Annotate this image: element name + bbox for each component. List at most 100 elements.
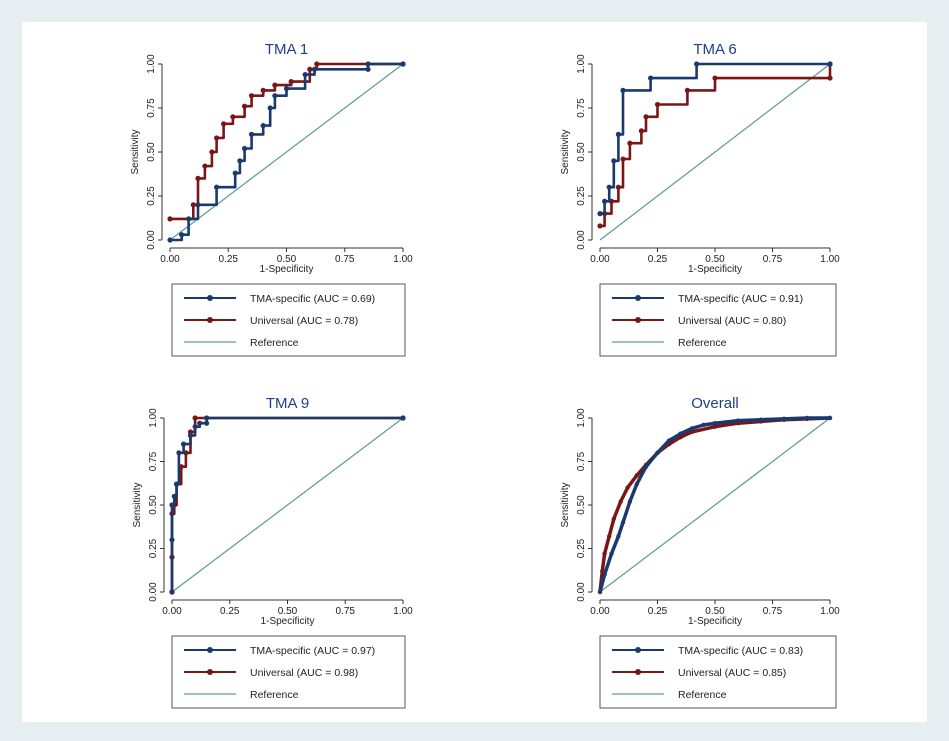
data-point-universal [272,82,278,88]
data-point-tma-specific [648,75,654,81]
y-tick-label: 0.75 [576,451,587,471]
data-point-tma-specific [701,422,706,428]
x-tick-label: 0.50 [705,254,725,265]
legend-label-tma-specific: TMA-specific (AUC = 0.97) [250,645,375,657]
data-point-universal [634,473,639,478]
y-tick-label: 0.50 [146,142,157,162]
x-axis-label: 1-Specificity [260,264,314,275]
roc-figure-svg: TMA 1 0.00 0.25 0.50 0.75 1.00 0.00 0.25 0.50 0.7… [130,41,840,709]
data-point-universal [209,149,215,155]
x-tick-label: 1.00 [393,606,413,617]
x-tick-label: 0.75 [763,254,783,265]
x-tick-label: 0.50 [705,606,725,617]
data-point-universal [260,87,266,93]
data-point-tma-specific [602,198,608,204]
data-point-tma-specific [197,420,203,426]
data-point-tma-specific [169,589,175,595]
data-point-tma-specific [232,170,238,176]
y-axis-label: Sensitivity [132,482,143,527]
series-line-universal [170,62,403,221]
data-point-universal [712,424,718,429]
data-point-tma-specific [611,158,617,164]
data-point-universal [597,223,603,229]
legend-marker-universal [207,669,213,675]
data-point-universal [288,79,294,85]
data-point-tma-specific [620,87,626,93]
x-tick-label: 1.00 [820,606,840,617]
data-point-universal [625,485,630,490]
chart-title: TMA 6 [693,41,736,58]
series-line-reference [169,63,404,241]
chart-title: Overall [691,395,739,412]
data-point-tma-specific [195,202,201,208]
data-point-universal [712,75,718,81]
data-point-tma-specific [400,415,406,421]
x-tick-label: 1.00 [820,254,840,265]
data-point-universal [600,568,605,574]
data-point-tma-specific [187,432,194,438]
legend-label-universal: Universal (AUC = 0.78) [250,315,358,327]
data-point-tma-specific [597,211,603,217]
data-point-tma-specific [712,421,718,426]
data-point-tma-specific [283,86,290,92]
y-tick-label: 1.00 [148,408,159,428]
y-tick-label: 0.00 [148,582,159,602]
legend-label-reference: Reference [250,337,299,349]
data-point-tma-specific [655,450,660,455]
data-point-tma-specific [627,499,633,504]
y-axis-label: Sensitivity [130,129,141,174]
data-point-tma-specific [694,61,700,67]
legend-label-universal: Universal (AUC = 0.85) [678,667,786,679]
data-point-universal [195,175,201,181]
data-point-tma-specific [302,71,308,78]
x-tick-label: 0.00 [162,606,182,617]
x-tick-label: 0.25 [220,606,240,617]
legend-marker-universal [207,317,213,323]
data-point-tma-specific [179,232,185,238]
y-tick-label: 0.75 [148,451,159,471]
data-point-universal [618,499,623,504]
y-axis-label: Sensitivity [560,129,571,174]
x-tick-label: 0.25 [648,606,668,617]
data-point-tma-specific [606,184,612,190]
data-point-tma-specific [804,415,810,421]
data-point-tma-specific [186,216,192,222]
x-tick-label: 0.25 [648,254,668,265]
data-point-tma-specific [609,551,614,556]
data-point-tma-specific [169,502,175,508]
data-point-tma-specific [176,450,182,456]
y-tick-label: 0.25 [576,538,587,558]
data-point-tma-specific [758,417,764,422]
data-point-tma-specific [827,415,833,421]
data-point-tma-specific [678,431,683,436]
data-point-tma-specific [365,61,371,67]
data-point-tma-specific [400,61,406,67]
data-point-universal [643,114,649,120]
legend-marker-tma-specific [635,295,641,301]
data-point-tma-specific [615,131,622,137]
data-point-universal [684,87,691,93]
data-point-universal [314,61,320,67]
series-line-reference [599,417,831,593]
data-point-universal [214,135,220,141]
y-tick-label: 1.00 [576,54,587,74]
data-point-tma-specific [248,131,255,137]
data-point-tma-specific [827,61,833,67]
x-tick-label: 0.50 [278,606,298,617]
data-point-tma-specific [214,184,220,190]
data-point-tma-specific [241,145,248,152]
series-line-reference [171,417,404,593]
data-point-tma-specific [272,93,278,99]
data-point-tma-specific [666,438,672,443]
x-tick-label: 0.75 [336,606,356,617]
legend-label-tma-specific: TMA-specific (AUC = 0.69) [250,293,375,305]
data-point-tma-specific [781,416,787,422]
data-point-universal [620,156,626,162]
data-point-tma-specific [735,418,741,423]
legend-label-tma-specific: TMA-specific (AUC = 0.91) [678,293,803,305]
data-point-tma-specific [204,415,210,421]
data-point-tma-specific [237,158,243,164]
series-line-universal [600,64,832,228]
panel-tma-6: TMA 6 0.00 0.25 0.50 0.75 1.00 0.00 0.25 0.50 0.7… [560,41,840,357]
data-point-tma-specific [171,493,177,499]
